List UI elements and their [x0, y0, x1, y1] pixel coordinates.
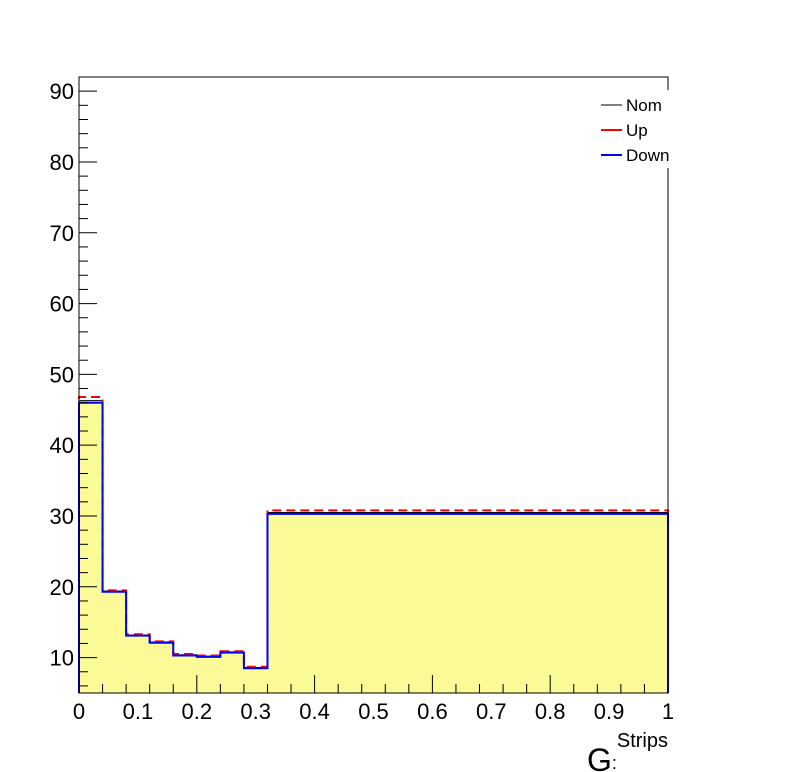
series-lines — [78, 396, 669, 693]
legend: Nom Up Down — [597, 90, 679, 168]
x-tick-label: 0.2 — [182, 699, 213, 724]
x-tick-label: 0.3 — [240, 699, 271, 724]
y-tick-label: 50 — [50, 362, 74, 387]
x-tick-label: 0.7 — [476, 699, 507, 724]
y-tick-label: 70 — [50, 221, 74, 246]
legend-label-nom: Nom — [626, 96, 662, 115]
nom-bar-0 — [79, 400, 103, 693]
series-line-up — [78, 396, 669, 693]
nom-bar-4 — [173, 654, 197, 693]
legend-label-up: Up — [626, 121, 648, 140]
y-tick-label: 80 — [50, 150, 74, 175]
plot-frame — [78, 76, 669, 694]
nom-bar-8 — [267, 512, 668, 693]
nom-bar-3 — [149, 642, 174, 693]
nominal-fill-area — [79, 400, 668, 693]
nom-bar-1 — [102, 591, 127, 693]
x-tick-label: 0.6 — [417, 699, 448, 724]
x-tick-label: 0 — [73, 699, 85, 724]
x-tick-label: 0.4 — [299, 699, 330, 724]
y-tick-label: 40 — [50, 433, 74, 458]
y-tick-label: 10 — [50, 646, 74, 671]
x-tick-label: 0.5 — [358, 699, 389, 724]
x-tick-label: 1 — [662, 699, 674, 724]
x-axis-title: G:Strips — [587, 730, 668, 772]
series-line-down — [78, 401, 669, 693]
nom-bar-5 — [196, 656, 221, 693]
x-axis: 0 0.1 0.2 0.3 0.4 0.5 0.6 0.7 0.8 0.9 1 — [73, 675, 674, 724]
x-axis-title-sup: Strips — [617, 730, 668, 752]
y-tick-label: 60 — [50, 292, 74, 317]
y-tick-label: 20 — [50, 575, 74, 600]
x-tick-label: 0.1 — [123, 699, 154, 724]
y-axis: 10 20 30 40 50 60 70 80 90 — [50, 76, 97, 687]
nom-bar-2 — [126, 634, 150, 693]
nom-bar-6 — [220, 651, 244, 693]
x-axis-title-main: G — [587, 742, 612, 772]
nom-bar-7 — [243, 667, 268, 693]
x-tick-label: 0.8 — [535, 699, 566, 724]
x-axis-title-sub: : — [612, 753, 617, 772]
legend-label-down: Down — [626, 146, 669, 165]
x-tick-label: 0.9 — [594, 699, 625, 724]
y-tick-label: 30 — [50, 504, 74, 529]
y-tick-label: 90 — [50, 79, 74, 104]
